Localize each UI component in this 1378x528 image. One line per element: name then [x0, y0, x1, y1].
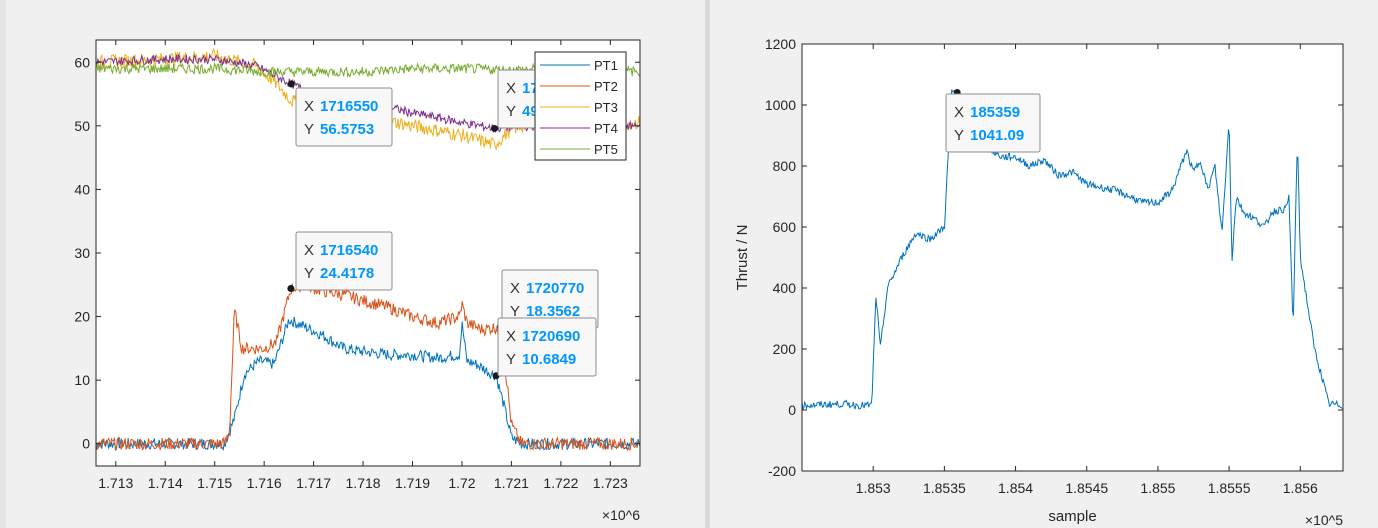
datatip-y-prefix: Y	[954, 127, 964, 144]
x-tick-label: 1.856	[1283, 480, 1318, 496]
datatip-x-value: 1720770	[526, 280, 584, 297]
datatip-x-value: 1720690	[522, 328, 580, 345]
y-tick-label: 10	[74, 372, 90, 388]
x-tick-label: 1.853	[856, 480, 891, 496]
datatip-y-value: 24.4178	[320, 265, 374, 282]
x-tick-label: 1.715	[197, 475, 232, 491]
x-tick-label: 1.722	[543, 475, 578, 491]
x-tick-label: 1.713	[98, 475, 133, 491]
datatip-y-prefix: Y	[506, 351, 516, 368]
x-tick-label: 1.72	[448, 475, 475, 491]
x-tick-label: 1.716	[247, 475, 282, 491]
legend-entry: PT1	[594, 58, 618, 73]
x-tick-label: 1.723	[593, 475, 628, 491]
right-figure-window: 1.853 1.8535 1.854 1.8545 1.855 1.8555 1.856 -2…	[710, 0, 1378, 528]
datatip-x-value: 185359	[970, 104, 1020, 121]
left-figure-window: 1.713 1.714 1.715 1.716 1.717 1.718 1.719 1.72 1…	[0, 0, 705, 528]
x-tick-label: 1.854	[998, 480, 1033, 496]
x-tick-label: 1.719	[395, 475, 430, 491]
series-line-pt2	[96, 279, 640, 452]
y-tick-label: 400	[773, 280, 797, 296]
y-tick-label: 200	[773, 341, 797, 357]
y-tick-label: 600	[773, 219, 797, 235]
datatip-y-value: 18.3562	[526, 303, 580, 320]
datatip-marker	[287, 284, 295, 292]
legend-box	[534, 51, 627, 161]
legend-entry: PT4	[594, 121, 618, 136]
datatip-y-value: 1041.09	[970, 127, 1024, 144]
datatip: X 1716540 Y 24.4178	[287, 231, 393, 292]
y-tick-label: 40	[74, 181, 90, 197]
datatip-y-value: 10.6849	[522, 351, 576, 368]
y-tick-label: 0	[788, 402, 796, 418]
y-tick-label: -200	[768, 463, 796, 479]
datatip-marker	[287, 80, 295, 88]
y-tick-label: 60	[74, 54, 90, 70]
x-axis-label: sample	[1048, 508, 1096, 525]
x-tick-label: 1.721	[494, 475, 529, 491]
datatip-y-prefix: Y	[304, 265, 314, 282]
datatip-x-prefix: X	[506, 328, 516, 345]
window-divider[interactable]	[705, 0, 710, 528]
datatip-y-value: 56.5753	[320, 121, 374, 138]
datatip-marker	[491, 124, 499, 132]
x-tick-label: 1.717	[296, 475, 331, 491]
x-tick-label: 1.8545	[1065, 480, 1108, 496]
x-tick-label: 1.718	[346, 475, 381, 491]
x-tick-label: 1.855	[1140, 480, 1175, 496]
datatip-y-prefix: Y	[506, 103, 516, 120]
datatip: X 1720690 Y 10.6849	[492, 317, 597, 380]
plot-area	[802, 44, 1343, 471]
datatip: X 1716550 Y 56.5753	[287, 80, 393, 147]
x-tick-label: 1.8535	[923, 480, 966, 496]
legend-entry: PT3	[594, 100, 618, 115]
y-tick-label: 800	[773, 158, 797, 174]
datatip-box	[295, 231, 393, 291]
datatip-x-prefix: X	[506, 80, 516, 97]
x-exponent-label: ×10^5	[1305, 512, 1343, 528]
y-tick-label: 50	[74, 118, 90, 134]
datatip-x-value: 1716540	[320, 242, 378, 259]
series-line-thrust	[802, 89, 1343, 411]
y-tick-label: 30	[74, 245, 90, 261]
legend-entry: PT2	[594, 79, 618, 94]
datatip-x-prefix: X	[304, 242, 314, 259]
datatip-box	[295, 87, 393, 147]
datatip-x-prefix: X	[954, 104, 964, 121]
datatip-box	[945, 93, 1041, 153]
datatip-y-prefix: Y	[304, 121, 314, 138]
thrust-chart[interactable]: 1.853 1.8535 1.854 1.8545 1.855 1.8555 1.856 -2…	[710, 0, 1378, 528]
legend-entry: PT5	[594, 142, 618, 157]
y-axis-label: Thrust / N	[734, 225, 751, 291]
y-tick-label: 1200	[765, 36, 796, 52]
y-tick-label: 20	[74, 309, 90, 325]
datatip-box	[497, 317, 597, 377]
x-tick-label: 1.714	[148, 475, 183, 491]
left-window-edge	[0, 0, 6, 528]
datatip-x-prefix: X	[510, 280, 520, 297]
legend: PT1 PT2 PT3 PT4 PT5	[534, 51, 627, 161]
y-tick-label: 1000	[765, 97, 796, 113]
pressure-chart[interactable]: 1.713 1.714 1.715 1.716 1.717 1.718 1.719 1.72 1…	[0, 0, 705, 528]
datatip-x-value: 1716550	[320, 98, 378, 115]
x-tick-label: 1.8555	[1208, 480, 1251, 496]
axes-box	[801, 43, 1344, 472]
x-exponent-label: ×10^6	[602, 507, 640, 523]
y-tick-label: 0	[82, 436, 90, 452]
datatip-y-prefix: Y	[510, 303, 520, 320]
datatip: X 185359 Y 1041.09	[945, 88, 1041, 153]
datatip-x-prefix: X	[304, 98, 314, 115]
